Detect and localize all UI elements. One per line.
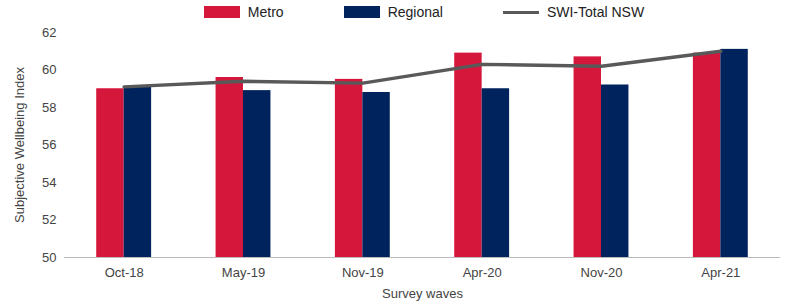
html-text:Regional: Regional	[387, 4, 443, 20]
svg-text:58: 58	[42, 100, 56, 115]
svg-text:56: 56	[42, 137, 56, 152]
svg-text:May-19: May-19	[222, 265, 265, 280]
html-text:Metro: Metro	[247, 4, 284, 20]
svg-text:54: 54	[42, 175, 56, 190]
svg-text:60: 60	[42, 62, 56, 77]
svg-text:62: 62	[42, 25, 56, 40]
svg-text:Nov-19: Nov-19	[342, 265, 384, 280]
svg-text:50: 50	[42, 250, 56, 265]
svg-text:52: 52	[42, 212, 56, 227]
svg-text:Subjective Wellbeing Index: Subjective Wellbeing Index	[12, 67, 27, 223]
html-text:SWI-Total NSW: SWI-Total NSW	[546, 4, 645, 20]
svg-text:Oct-18: Oct-18	[105, 265, 144, 280]
svg-text:Nov-20: Nov-20	[581, 265, 623, 280]
svg-text:Survey waves: Survey waves	[382, 286, 463, 301]
svg-text:Apr-20: Apr-20	[463, 265, 502, 280]
svg-text:Apr-21: Apr-21	[701, 265, 740, 280]
